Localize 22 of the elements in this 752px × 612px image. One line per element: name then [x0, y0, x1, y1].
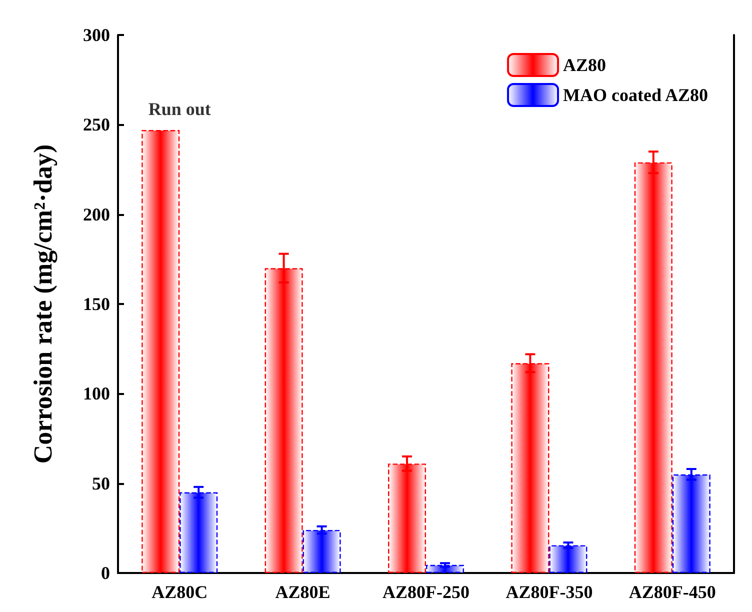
legend-label: AZ80 — [563, 55, 606, 75]
y-axis-title: Corrosion rate (mg/cm²·day) — [28, 144, 58, 464]
y-tick-label: 150 — [83, 294, 110, 314]
bar — [180, 492, 218, 573]
bar — [302, 530, 341, 573]
y-tick-label: 50 — [92, 473, 110, 494]
y-tick-label: 0 — [101, 563, 110, 583]
bar — [426, 564, 464, 573]
bar — [549, 545, 588, 573]
x-tick-label: AZ80F-450 — [628, 582, 716, 602]
y-tick-label: 250 — [83, 114, 110, 135]
annotation: Run out — [148, 99, 211, 120]
y-tick-label: 300 — [83, 25, 110, 45]
y-tick-label: 100 — [83, 384, 110, 404]
bar — [142, 130, 180, 573]
y-tick-label: 200 — [83, 204, 110, 224]
x-tick-label: AZ80F-350 — [506, 582, 593, 602]
bar — [672, 474, 710, 573]
legend-label: MAO coated AZ80 — [563, 85, 708, 105]
x-tick-label: AZ80E — [275, 582, 330, 602]
x-tick-label: AZ80F-250 — [382, 582, 470, 602]
x-tick-label: AZ80C — [152, 582, 208, 602]
